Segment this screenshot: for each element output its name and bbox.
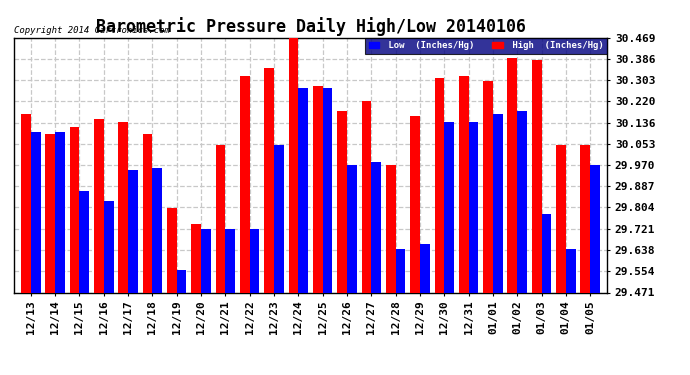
Bar [469, 122, 478, 292]
Legend:  Low  (Inches/Hg),  High  (Inches/Hg): Low (Inches/Hg), High (Inches/Hg) [365, 38, 607, 54]
Bar [532, 60, 542, 292]
Bar [435, 78, 444, 292]
Bar [493, 114, 502, 292]
Bar [177, 270, 186, 292]
Bar [274, 144, 284, 292]
Bar [250, 229, 259, 292]
Bar [542, 213, 551, 292]
Bar [46, 134, 55, 292]
Bar [94, 119, 104, 292]
Bar [298, 88, 308, 292]
Bar [191, 224, 201, 292]
Bar [483, 81, 493, 292]
Bar [143, 134, 152, 292]
Bar [566, 249, 575, 292]
Bar [201, 229, 210, 292]
Bar [444, 122, 454, 292]
Bar [288, 37, 298, 292]
Bar [323, 88, 333, 292]
Bar [70, 127, 79, 292]
Bar [362, 101, 371, 292]
Bar [411, 117, 420, 292]
Bar [240, 76, 250, 292]
Bar [590, 165, 600, 292]
Bar [264, 68, 274, 292]
Bar [31, 132, 41, 292]
Bar [337, 111, 347, 292]
Bar [371, 162, 381, 292]
Bar [216, 144, 226, 292]
Bar [79, 190, 89, 292]
Bar [459, 76, 469, 292]
Title: Barometric Pressure Daily High/Low 20140106: Barometric Pressure Daily High/Low 20140… [95, 17, 526, 36]
Bar [507, 58, 518, 292]
Bar [226, 229, 235, 292]
Bar [167, 209, 177, 292]
Bar [119, 122, 128, 292]
Bar [518, 111, 527, 292]
Bar [580, 144, 590, 292]
Bar [556, 144, 566, 292]
Bar [313, 86, 323, 292]
Bar [55, 132, 65, 292]
Text: Copyright 2014 Cartronics.com: Copyright 2014 Cartronics.com [14, 26, 170, 35]
Bar [104, 201, 114, 292]
Bar [386, 165, 395, 292]
Bar [347, 165, 357, 292]
Bar [128, 170, 138, 292]
Bar [21, 114, 31, 292]
Bar [152, 168, 162, 292]
Bar [395, 249, 405, 292]
Bar [420, 244, 430, 292]
